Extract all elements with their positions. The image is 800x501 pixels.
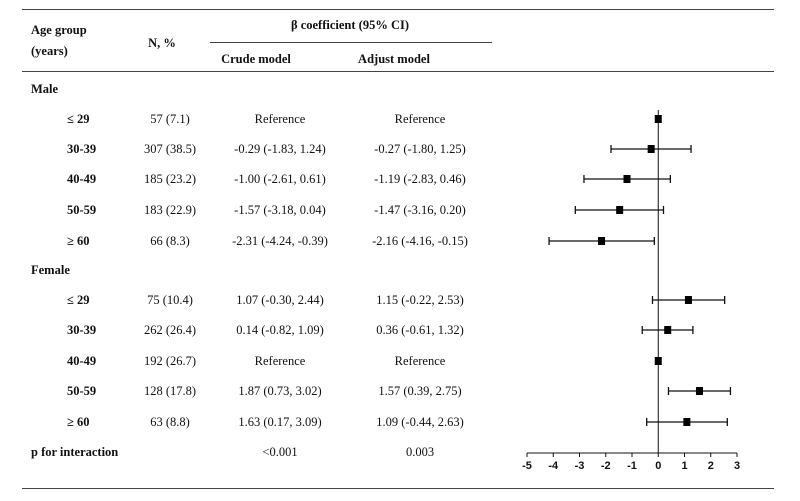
age-cell: 40-49 xyxy=(67,172,97,186)
n-pct-header: N, % xyxy=(148,36,176,50)
x-tick-label: -5 xyxy=(522,460,532,472)
point-estimate xyxy=(623,175,631,183)
crude-cell: -0.29 (-1.83, 1.24) xyxy=(234,142,326,156)
crude-cell: 1.87 (0.73, 3.02) xyxy=(238,384,322,398)
point-estimate xyxy=(695,387,703,395)
crude-cell: Reference xyxy=(254,112,306,126)
age-cell: ≥ 60 xyxy=(67,234,90,248)
x-tick-label: -2 xyxy=(601,460,611,472)
n-cell: 128 (17.8) xyxy=(143,384,197,398)
age-group-header: Age group xyxy=(31,23,87,37)
point-estimate xyxy=(683,418,691,426)
p-interaction-crude: <0.001 xyxy=(262,445,298,459)
crude-cell: -1.00 (-2.61, 0.61) xyxy=(234,172,326,186)
adjust-model-header: Adjust model xyxy=(358,52,430,66)
crude-cell: 1.63 (0.17, 3.09) xyxy=(238,415,322,429)
n-cell: 192 (26.7) xyxy=(143,354,197,368)
age-cell: 40-49 xyxy=(67,354,97,368)
adjust-cell: -0.27 (-1.80, 1.25) xyxy=(374,142,466,156)
crude-cell: Reference xyxy=(254,354,306,368)
header-bottom-rule xyxy=(22,71,774,72)
age-cell: 30-39 xyxy=(67,142,97,156)
crude-cell: -2.31 (-4.24, -0.39) xyxy=(232,234,328,248)
adjust-cell: Reference xyxy=(394,354,446,368)
beta-header: β coefficient (95% CI) xyxy=(290,18,410,32)
x-tick-label: 2 xyxy=(708,460,714,472)
p-interaction-adjust: 0.003 xyxy=(405,445,435,459)
x-tick-label: -3 xyxy=(575,460,585,472)
x-tick-label: -4 xyxy=(548,460,559,472)
crude-model-header: Crude model xyxy=(221,52,291,66)
point-estimate xyxy=(616,206,624,214)
point-estimate xyxy=(684,296,692,304)
age-cell: 50-59 xyxy=(67,384,97,398)
adjust-cell: 0.36 (-0.61, 1.32) xyxy=(376,323,464,337)
n-cell: 75 (10.4) xyxy=(147,293,193,307)
point-estimate xyxy=(647,145,655,153)
age-cell: 30-39 xyxy=(67,323,97,337)
p-interaction-label: p for interaction xyxy=(31,445,119,459)
adjust-cell: Reference xyxy=(394,112,446,126)
age-cell: ≥ 60 xyxy=(67,415,90,429)
header-subrule xyxy=(210,42,492,43)
n-cell: 57 (7.1) xyxy=(150,112,190,126)
adjust-cell: 1.57 (0.39, 2.75) xyxy=(378,384,462,398)
n-cell: 185 (23.2) xyxy=(143,172,197,186)
n-cell: 262 (26.4) xyxy=(143,323,197,337)
adjust-cell: 1.15 (-0.22, 2.53) xyxy=(376,293,464,307)
point-estimate xyxy=(654,115,662,123)
x-tick-label: -1 xyxy=(627,460,637,472)
adjust-cell: 1.09 (-0.44, 2.63) xyxy=(376,415,464,429)
section-label-female: Female xyxy=(31,263,70,277)
x-tick-label: 0 xyxy=(655,460,661,472)
n-cell: 63 (8.8) xyxy=(150,415,190,429)
adjust-cell: -1.47 (-3.16, 0.20) xyxy=(374,203,466,217)
bottom-rule xyxy=(22,488,774,489)
top-rule xyxy=(22,9,774,10)
crude-cell: -1.57 (-3.18, 0.04) xyxy=(234,203,326,217)
age-cell: ≤ 29 xyxy=(67,112,90,126)
adjust-cell: -2.16 (-4.16, -0.15) xyxy=(372,234,468,248)
age-group-unit: (years) xyxy=(31,44,68,58)
section-label-male: Male xyxy=(31,82,59,96)
point-estimate xyxy=(654,357,662,365)
point-estimate xyxy=(664,326,672,334)
age-cell: ≤ 29 xyxy=(67,293,90,307)
x-tick-label: 3 xyxy=(734,460,740,472)
x-tick-label: 1 xyxy=(681,460,687,472)
crude-cell: 0.14 (-0.82, 1.09) xyxy=(236,323,324,337)
crude-cell: 1.07 (-0.30, 2.44) xyxy=(236,293,324,307)
n-cell: 66 (8.3) xyxy=(150,234,190,248)
age-cell: 50-59 xyxy=(67,203,97,217)
n-cell: 307 (38.5) xyxy=(143,142,197,156)
point-estimate xyxy=(598,237,606,245)
adjust-cell: -1.19 (-2.83, 0.46) xyxy=(374,172,466,186)
n-cell: 183 (22.9) xyxy=(143,203,197,217)
